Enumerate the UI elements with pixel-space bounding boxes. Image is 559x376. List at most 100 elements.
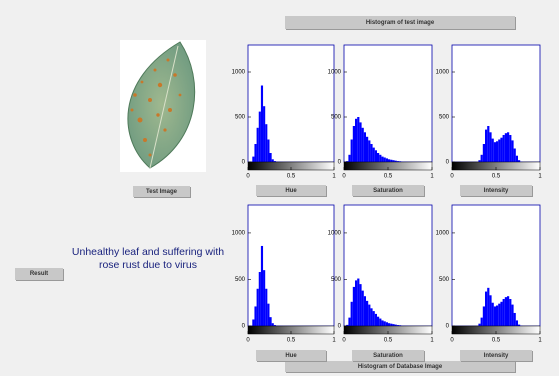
histogram-bar [261, 246, 263, 326]
x-tick-label: 0 [246, 174, 250, 180]
x-tick-label: 1 [538, 174, 542, 180]
x-tick-label: 0.5 [287, 174, 296, 180]
histogram-bar [509, 299, 511, 326]
histogram-bar [252, 157, 254, 162]
histogram-bar [478, 324, 480, 326]
histogram-bar [388, 323, 390, 326]
histogram-bar [270, 317, 272, 326]
y-tick-label: 500 [439, 277, 450, 283]
channel-button[interactable]: Hue [256, 350, 326, 361]
histogram-bar [267, 140, 269, 163]
histogram-bar [494, 142, 496, 162]
x-tick-label: 0 [450, 338, 454, 344]
histogram-bar [483, 306, 485, 326]
channel-button[interactable]: Saturation [352, 350, 424, 361]
histogram-bar [261, 86, 263, 163]
leaf-image [120, 40, 206, 172]
histogram-bar [267, 304, 269, 326]
histogram-bar [375, 150, 377, 162]
header-button[interactable]: Histogram of test image [285, 16, 515, 29]
channel-button[interactable]: Hue [256, 185, 326, 196]
histogram-bar [516, 320, 518, 326]
histogram-bar [492, 139, 494, 162]
histogram-bar [494, 306, 496, 326]
histogram-bar [257, 128, 259, 162]
result-text: Unhealthy leaf and suffering with rose r… [68, 246, 228, 272]
y-tick-label: 1000 [328, 70, 342, 76]
histogram-bar [503, 299, 505, 326]
histogram-bar [485, 130, 487, 162]
y-tick-label: 0 [338, 324, 342, 330]
histogram-bar [370, 308, 372, 326]
y-tick-label: 1000 [232, 70, 246, 76]
histogram-bar [375, 314, 377, 326]
result-button[interactable]: Result [15, 268, 63, 280]
histogram-bar [254, 306, 256, 326]
y-tick-label: 500 [331, 115, 342, 121]
histogram-bar [384, 158, 386, 163]
y-tick-label: 500 [235, 277, 246, 283]
y-tick-label: 500 [439, 115, 450, 121]
histogram-bar [353, 126, 355, 162]
histogram-bar [377, 153, 379, 162]
histogram-bar [496, 306, 498, 326]
histogram-bar [489, 295, 491, 326]
histogram-bar [392, 160, 394, 162]
histogram-bar [478, 160, 480, 162]
histogram-bar [483, 144, 485, 162]
histogram-bar [500, 138, 502, 162]
histogram-bar [386, 322, 388, 326]
histogram-bar [379, 319, 381, 326]
histogram-bar [368, 305, 370, 326]
histogram-bar [348, 155, 350, 162]
histogram-bar [254, 144, 256, 162]
y-tick-label: 0 [242, 324, 246, 330]
channel-button[interactable]: Intensity [460, 185, 532, 196]
histogram-bar [368, 140, 370, 162]
histogram-bar [487, 126, 489, 162]
histogram-bar [381, 157, 383, 162]
histogram-bar [366, 137, 368, 162]
histogram-bar [507, 296, 509, 326]
histogram-bar [503, 135, 505, 162]
histogram-bar [353, 287, 355, 326]
histogram-bar [505, 297, 507, 326]
histogram-bar [492, 303, 494, 326]
histogram-bar [509, 135, 511, 162]
y-tick-label: 1000 [328, 231, 342, 237]
histogram-bar [379, 155, 381, 162]
histogram-bar [370, 144, 372, 162]
histogram-bar [362, 128, 364, 162]
histogram-bar [359, 122, 361, 162]
y-tick-label: 1000 [436, 70, 450, 76]
histogram-bar [357, 279, 359, 326]
x-tick-label: 1 [332, 174, 336, 180]
histogram-bar [496, 141, 498, 162]
histogram-bar [516, 156, 518, 162]
y-tick-label: 500 [235, 115, 246, 121]
channel-button[interactable]: Saturation [352, 185, 424, 196]
x-tick-label: 0 [342, 338, 346, 344]
histogram-bar [381, 320, 383, 326]
histogram-bar [259, 112, 261, 162]
histogram-bar [514, 313, 516, 326]
footer-button[interactable]: Histogram of Database Image [285, 361, 515, 372]
x-tick-label: 0 [246, 338, 250, 344]
histogram-bar [366, 301, 368, 326]
x-tick-label: 0 [342, 174, 346, 180]
y-tick-label: 500 [331, 277, 342, 283]
x-tick-label: 0.5 [384, 338, 393, 344]
histogram-bar [373, 148, 375, 162]
histogram-bar [257, 289, 259, 326]
y-tick-label: 0 [338, 160, 342, 166]
channel-button[interactable]: Intensity [460, 350, 532, 361]
histogram-bar [481, 318, 483, 326]
histogram-bar [384, 321, 386, 326]
histogram-bar [259, 272, 261, 326]
y-tick-label: 0 [446, 160, 450, 166]
y-tick-label: 0 [446, 324, 450, 330]
histogram-bar [270, 153, 272, 162]
histogram-bar [485, 292, 487, 326]
histogram-bar [500, 302, 502, 326]
histogram-bar [518, 160, 520, 162]
